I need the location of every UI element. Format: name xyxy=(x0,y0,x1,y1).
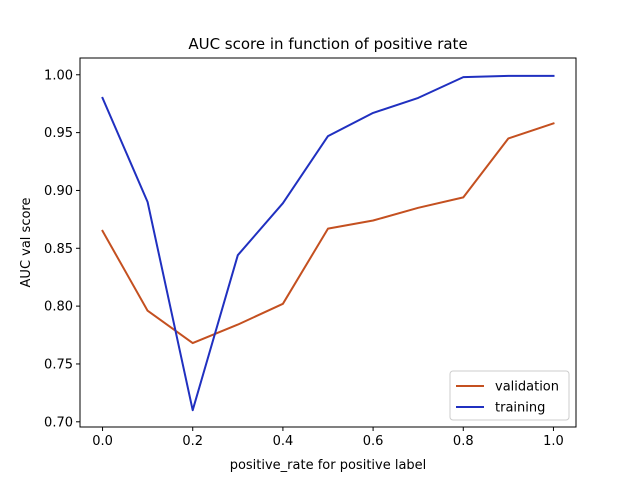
y-tick-label: 0.75 xyxy=(44,357,73,372)
y-tick-label: 0.95 xyxy=(44,126,73,141)
y-tick-label: 0.85 xyxy=(44,242,73,257)
y-tick-label: 0.90 xyxy=(44,184,73,199)
x-tick-label: 0.4 xyxy=(273,434,294,449)
y-axis: 0.70 0.75 0.80 0.85 0.90 0.95 1.00 xyxy=(44,68,80,430)
x-axis: 0.0 0.2 0.4 0.6 0.8 1.0 xyxy=(92,427,564,449)
chart-title: AUC score in function of positive rate xyxy=(188,35,467,53)
y-tick-label: 0.70 xyxy=(44,415,73,430)
x-tick-label: 1.0 xyxy=(543,434,564,449)
x-tick-label: 0.0 xyxy=(92,434,113,449)
plot-frame xyxy=(79,57,577,428)
x-axis-title: positive_rate for positive label xyxy=(230,458,427,473)
y-tick-label: 0.80 xyxy=(44,300,73,315)
y-tick-label: 1.00 xyxy=(44,68,73,83)
legend: validation training xyxy=(449,370,570,421)
series-layer xyxy=(101,74,555,412)
x-tick-label: 0.6 xyxy=(363,434,384,449)
series-line-training xyxy=(101,74,555,412)
series-line-validation xyxy=(101,122,555,345)
legend-label-training: training xyxy=(495,401,545,416)
legend-label-validation: validation xyxy=(495,380,559,395)
y-axis-title: AUC val score xyxy=(19,198,34,288)
x-tick-label: 0.8 xyxy=(453,434,474,449)
x-tick-label: 0.2 xyxy=(182,434,203,449)
